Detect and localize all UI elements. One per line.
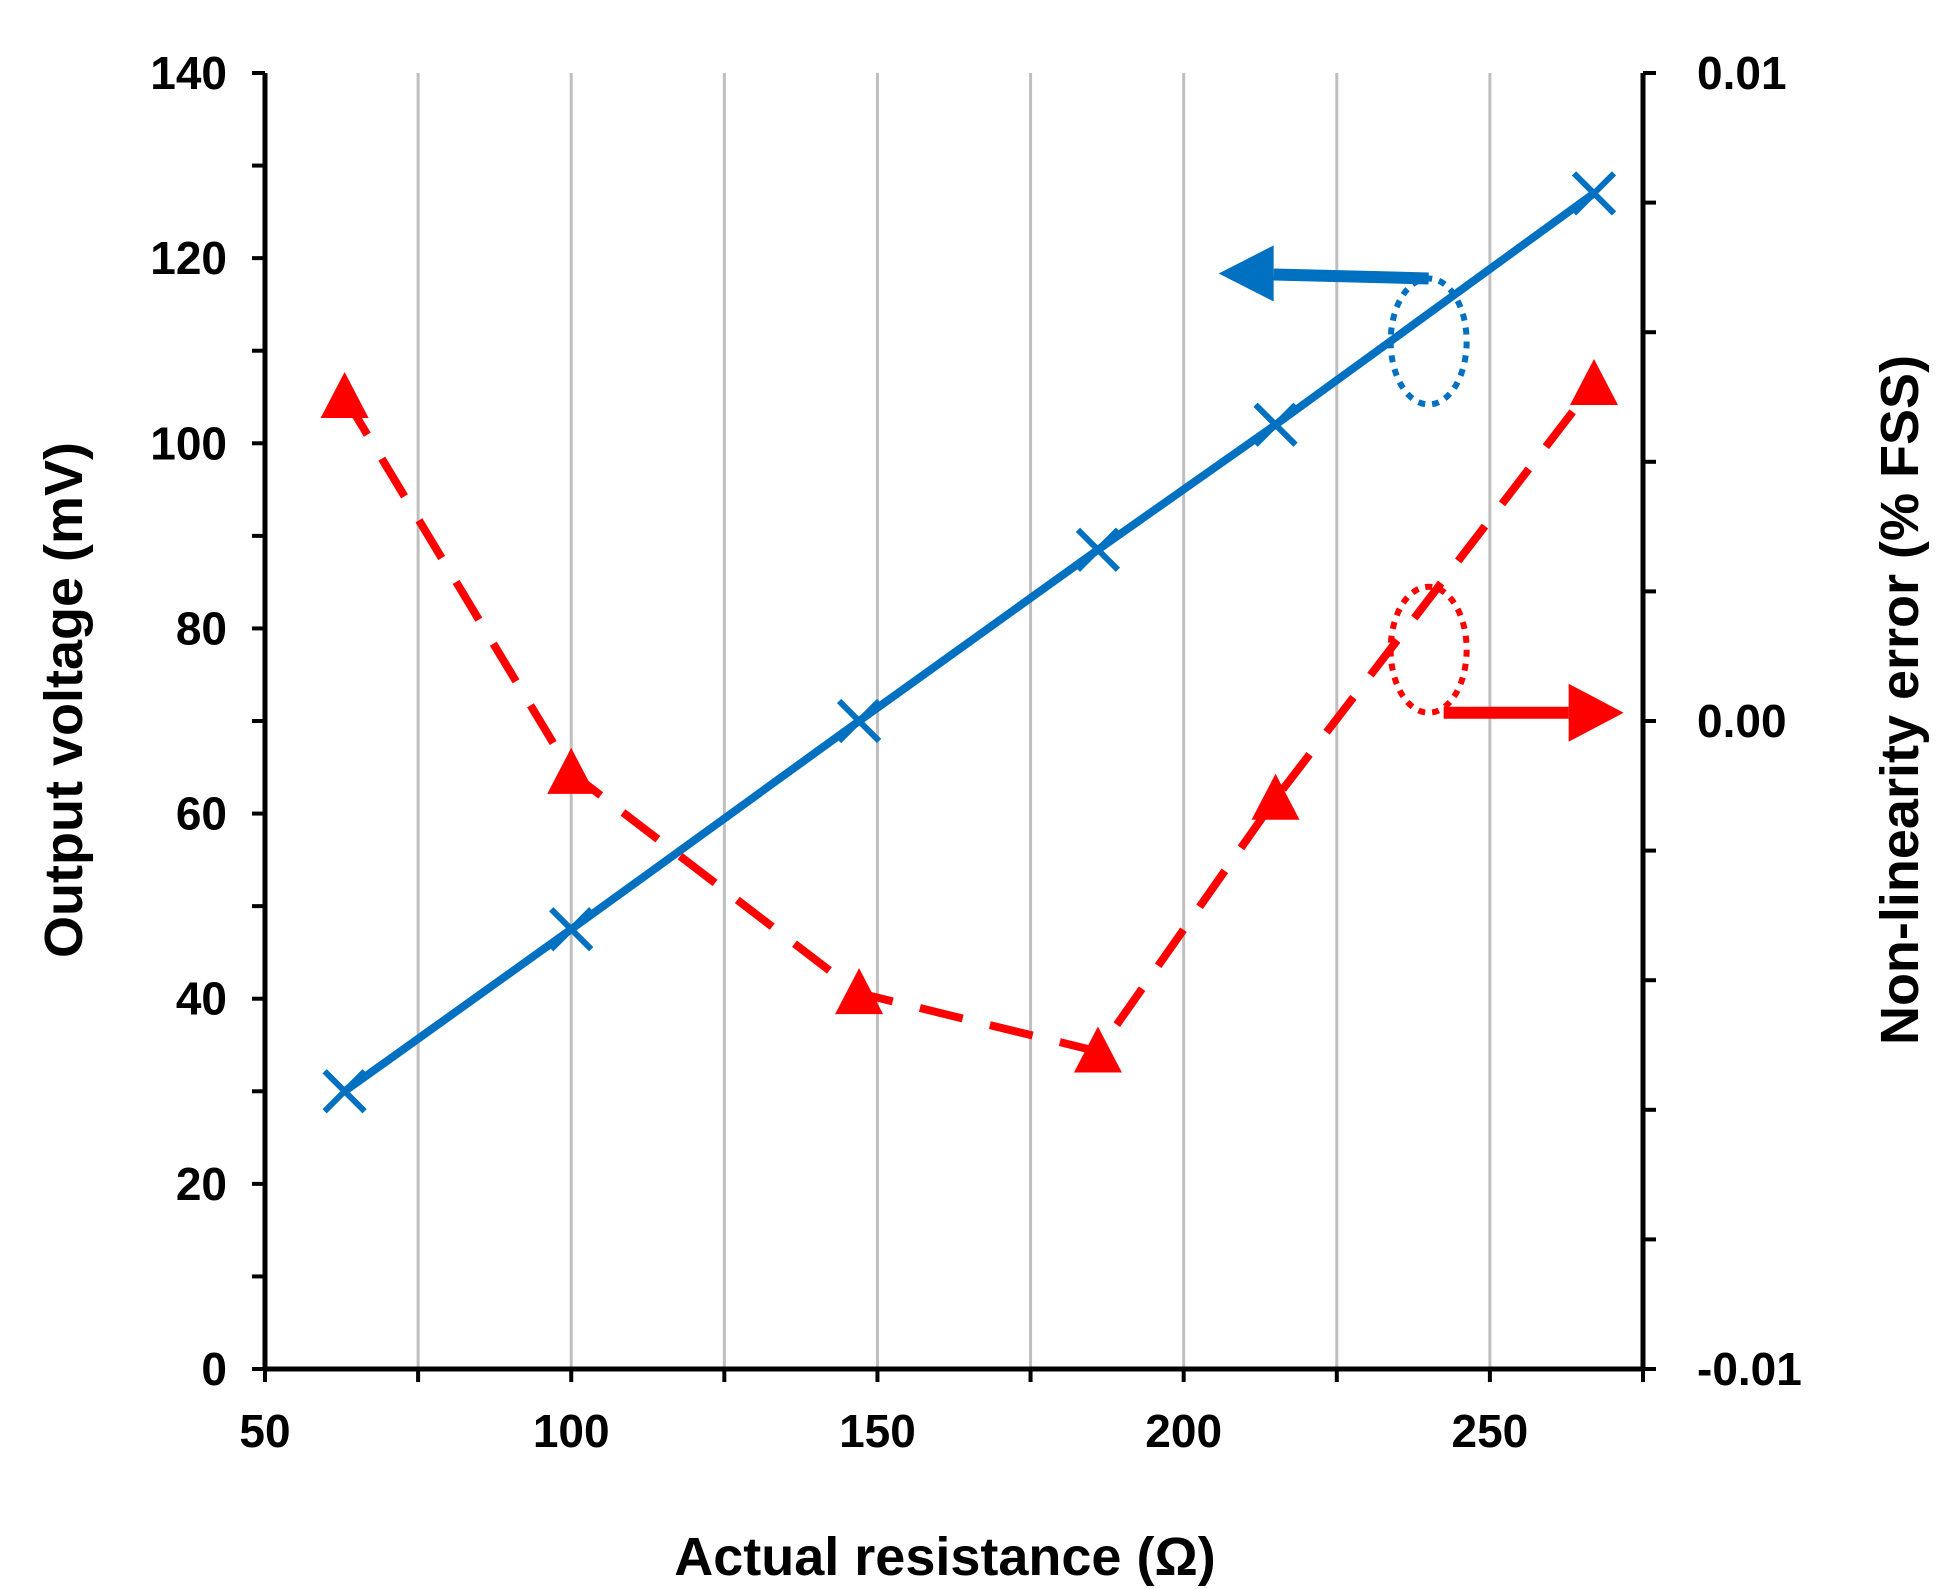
- x-marker: [322, 1069, 367, 1114]
- left-axis-arrow-shaft: [1273, 268, 1429, 285]
- y2-axis-title: Non-linearity error (% FSS): [1870, 355, 1930, 1045]
- left-arrow-icon: [1218, 245, 1274, 302]
- triangle-marker: [1073, 1026, 1122, 1073]
- triangle-marker: [320, 372, 369, 418]
- right-arrow-icon: [1568, 683, 1624, 742]
- triangle-marker: [1251, 773, 1300, 820]
- y-tick-label: 140: [150, 47, 227, 99]
- y-tick-label: 80: [176, 602, 227, 654]
- x-tick-label: 100: [533, 1405, 610, 1457]
- y2-tick-label: 0.00: [1697, 695, 1787, 747]
- x-tick-label: 200: [1145, 1405, 1222, 1457]
- series-line-1: [341, 381, 1598, 1056]
- x-marker: [836, 698, 882, 744]
- y2-tick-label: 0.01: [1697, 47, 1787, 99]
- x-tick-label: 250: [1452, 1405, 1529, 1457]
- triangle-marker: [1570, 359, 1619, 406]
- y-tick-label: 0: [201, 1343, 227, 1395]
- y-tick-label: 40: [176, 973, 227, 1025]
- y2-tick-label: -0.01: [1697, 1343, 1802, 1395]
- x-marker: [1253, 402, 1298, 447]
- x-tick-label: 150: [839, 1405, 916, 1457]
- y-tick-label: 100: [150, 417, 227, 469]
- x-marker: [549, 907, 594, 952]
- error-series-ellipse: [1387, 583, 1470, 716]
- triangle-marker: [835, 968, 884, 1015]
- annotation-layer: [1218, 245, 1624, 742]
- y-tick-label: 60: [176, 788, 227, 840]
- axes-layer: 50 100 150 200 250 0 20 40 60 80 100 120 140 -0.01 0.0…: [150, 47, 1802, 1457]
- series-line-0: [342, 190, 1597, 1095]
- x-marker: [1075, 527, 1121, 572]
- triangle-marker: [547, 747, 596, 794]
- x-tick-label: 50: [239, 1405, 290, 1457]
- y-axis-title: Output voltage (mV): [34, 442, 94, 958]
- grid-layer: [416, 73, 1492, 1369]
- x-axis-title: Actual resistance (Ω): [674, 1527, 1215, 1587]
- series-layer: [320, 171, 1619, 1114]
- y-tick-label: 20: [176, 1158, 227, 1210]
- y-tick-label: 120: [150, 232, 227, 284]
- x-marker: [1571, 171, 1617, 216]
